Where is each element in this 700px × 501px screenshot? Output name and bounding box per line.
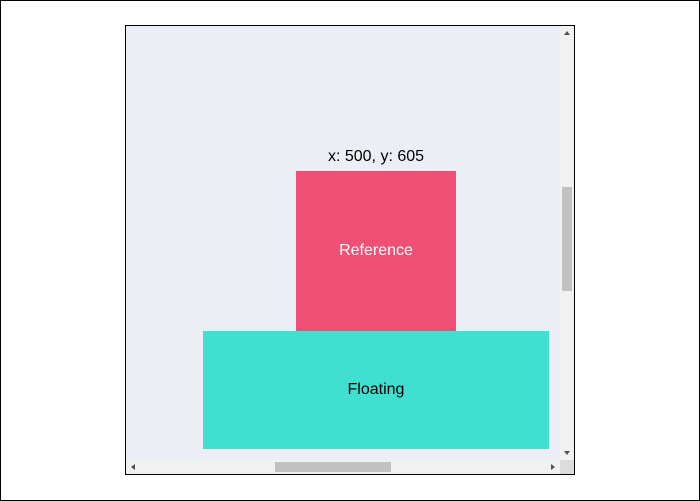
scroll-container[interactable]: x: 500, y: 605 Reference Floating [125, 25, 575, 475]
floating-label: Floating [347, 381, 405, 398]
scroll-down-icon[interactable] [564, 451, 570, 455]
scroll-left-icon[interactable] [131, 464, 135, 470]
horizontal-scrollbar-thumb[interactable] [275, 462, 391, 472]
floating-box: Floating [203, 331, 549, 449]
scrollbar-corner [560, 460, 574, 474]
reference-box: Reference [296, 171, 456, 331]
coordinates-label: x: 500, y: 605 [327, 148, 425, 165]
scroll-up-icon[interactable] [564, 31, 570, 35]
vertical-scrollbar-thumb[interactable] [562, 187, 572, 291]
vertical-scrollbar[interactable] [560, 26, 574, 460]
reference-label: Reference [339, 242, 413, 259]
horizontal-scrollbar[interactable] [126, 460, 560, 474]
scroll-right-icon[interactable] [551, 464, 555, 470]
